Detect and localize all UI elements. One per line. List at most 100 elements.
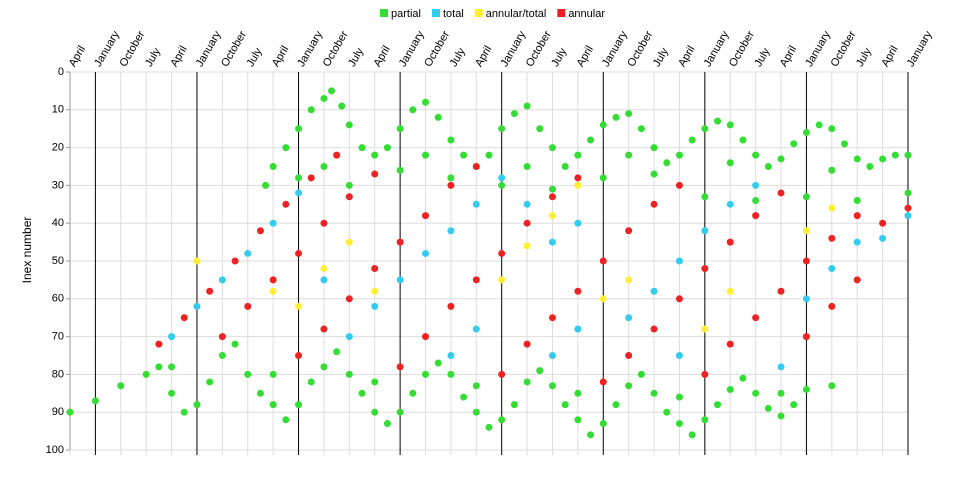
point — [675, 257, 683, 265]
point — [396, 363, 404, 371]
point — [282, 144, 290, 152]
x-tick-label: April — [473, 44, 494, 69]
point — [472, 163, 480, 170]
point — [548, 352, 556, 359]
point — [802, 333, 810, 341]
y-tick-label: 10 — [52, 104, 64, 116]
point — [650, 144, 658, 152]
point — [472, 276, 480, 284]
point — [320, 219, 328, 227]
point — [345, 193, 353, 201]
point — [523, 378, 531, 386]
point — [828, 302, 836, 310]
point — [828, 234, 836, 242]
point — [726, 121, 734, 129]
point — [688, 136, 696, 144]
point — [548, 314, 556, 322]
x-tick-label: April — [270, 44, 291, 69]
point — [498, 370, 506, 378]
point — [396, 238, 404, 246]
point — [701, 193, 709, 201]
point — [180, 314, 188, 322]
point — [447, 174, 455, 182]
point — [548, 212, 556, 220]
point — [599, 121, 607, 129]
point — [701, 325, 709, 333]
point — [320, 363, 328, 371]
point — [548, 193, 556, 201]
point — [91, 397, 99, 405]
point — [752, 314, 760, 322]
point — [675, 420, 683, 428]
point — [663, 408, 671, 416]
point — [650, 170, 658, 178]
point — [561, 401, 569, 409]
point — [320, 163, 328, 170]
point — [447, 227, 455, 235]
point — [206, 287, 214, 295]
point — [853, 212, 861, 220]
point — [828, 204, 836, 212]
point — [383, 420, 391, 428]
point — [548, 185, 556, 193]
x-tick-label: July — [143, 46, 163, 69]
point — [262, 181, 270, 189]
point — [828, 166, 836, 174]
point — [637, 125, 645, 133]
point — [396, 276, 404, 284]
point — [345, 370, 353, 378]
point — [498, 181, 506, 189]
point — [612, 113, 620, 121]
point — [752, 151, 760, 159]
y-tick-label: 50 — [52, 255, 64, 267]
point — [904, 204, 912, 212]
x-tick-label: July — [752, 46, 772, 69]
point — [498, 416, 506, 424]
point — [447, 352, 455, 359]
legend-swatch — [380, 9, 388, 17]
point — [510, 110, 518, 118]
point — [841, 140, 849, 148]
point — [155, 363, 163, 371]
point — [66, 408, 74, 416]
point — [828, 125, 836, 133]
point — [345, 121, 353, 129]
point — [587, 136, 595, 144]
point — [371, 378, 379, 386]
y-axis-label: Inex number — [20, 217, 34, 284]
legend-swatch — [474, 9, 483, 17]
point — [358, 144, 366, 152]
point — [117, 382, 125, 390]
point — [218, 333, 226, 341]
point — [790, 401, 798, 409]
legend-swatch — [557, 9, 566, 17]
point — [625, 276, 633, 284]
point — [510, 401, 518, 409]
point — [714, 117, 722, 125]
point — [726, 386, 734, 394]
point — [891, 151, 899, 159]
point — [460, 393, 468, 401]
point — [307, 174, 315, 182]
point — [764, 404, 772, 412]
point — [701, 265, 709, 273]
point — [574, 287, 582, 295]
point — [434, 113, 442, 121]
point — [168, 389, 176, 397]
point — [625, 352, 633, 359]
point — [726, 287, 734, 295]
x-tick-label: January — [905, 29, 935, 69]
y-tick-label: 70 — [52, 331, 64, 343]
legend-label: annular/total — [486, 8, 547, 20]
x-tick-label: April — [575, 44, 596, 69]
x-tick-label: April — [67, 44, 88, 69]
point — [675, 151, 683, 159]
point — [244, 249, 252, 257]
point — [752, 212, 760, 220]
point — [739, 136, 747, 144]
point — [485, 151, 493, 159]
point — [371, 408, 379, 416]
point — [574, 181, 582, 189]
point — [739, 374, 747, 382]
